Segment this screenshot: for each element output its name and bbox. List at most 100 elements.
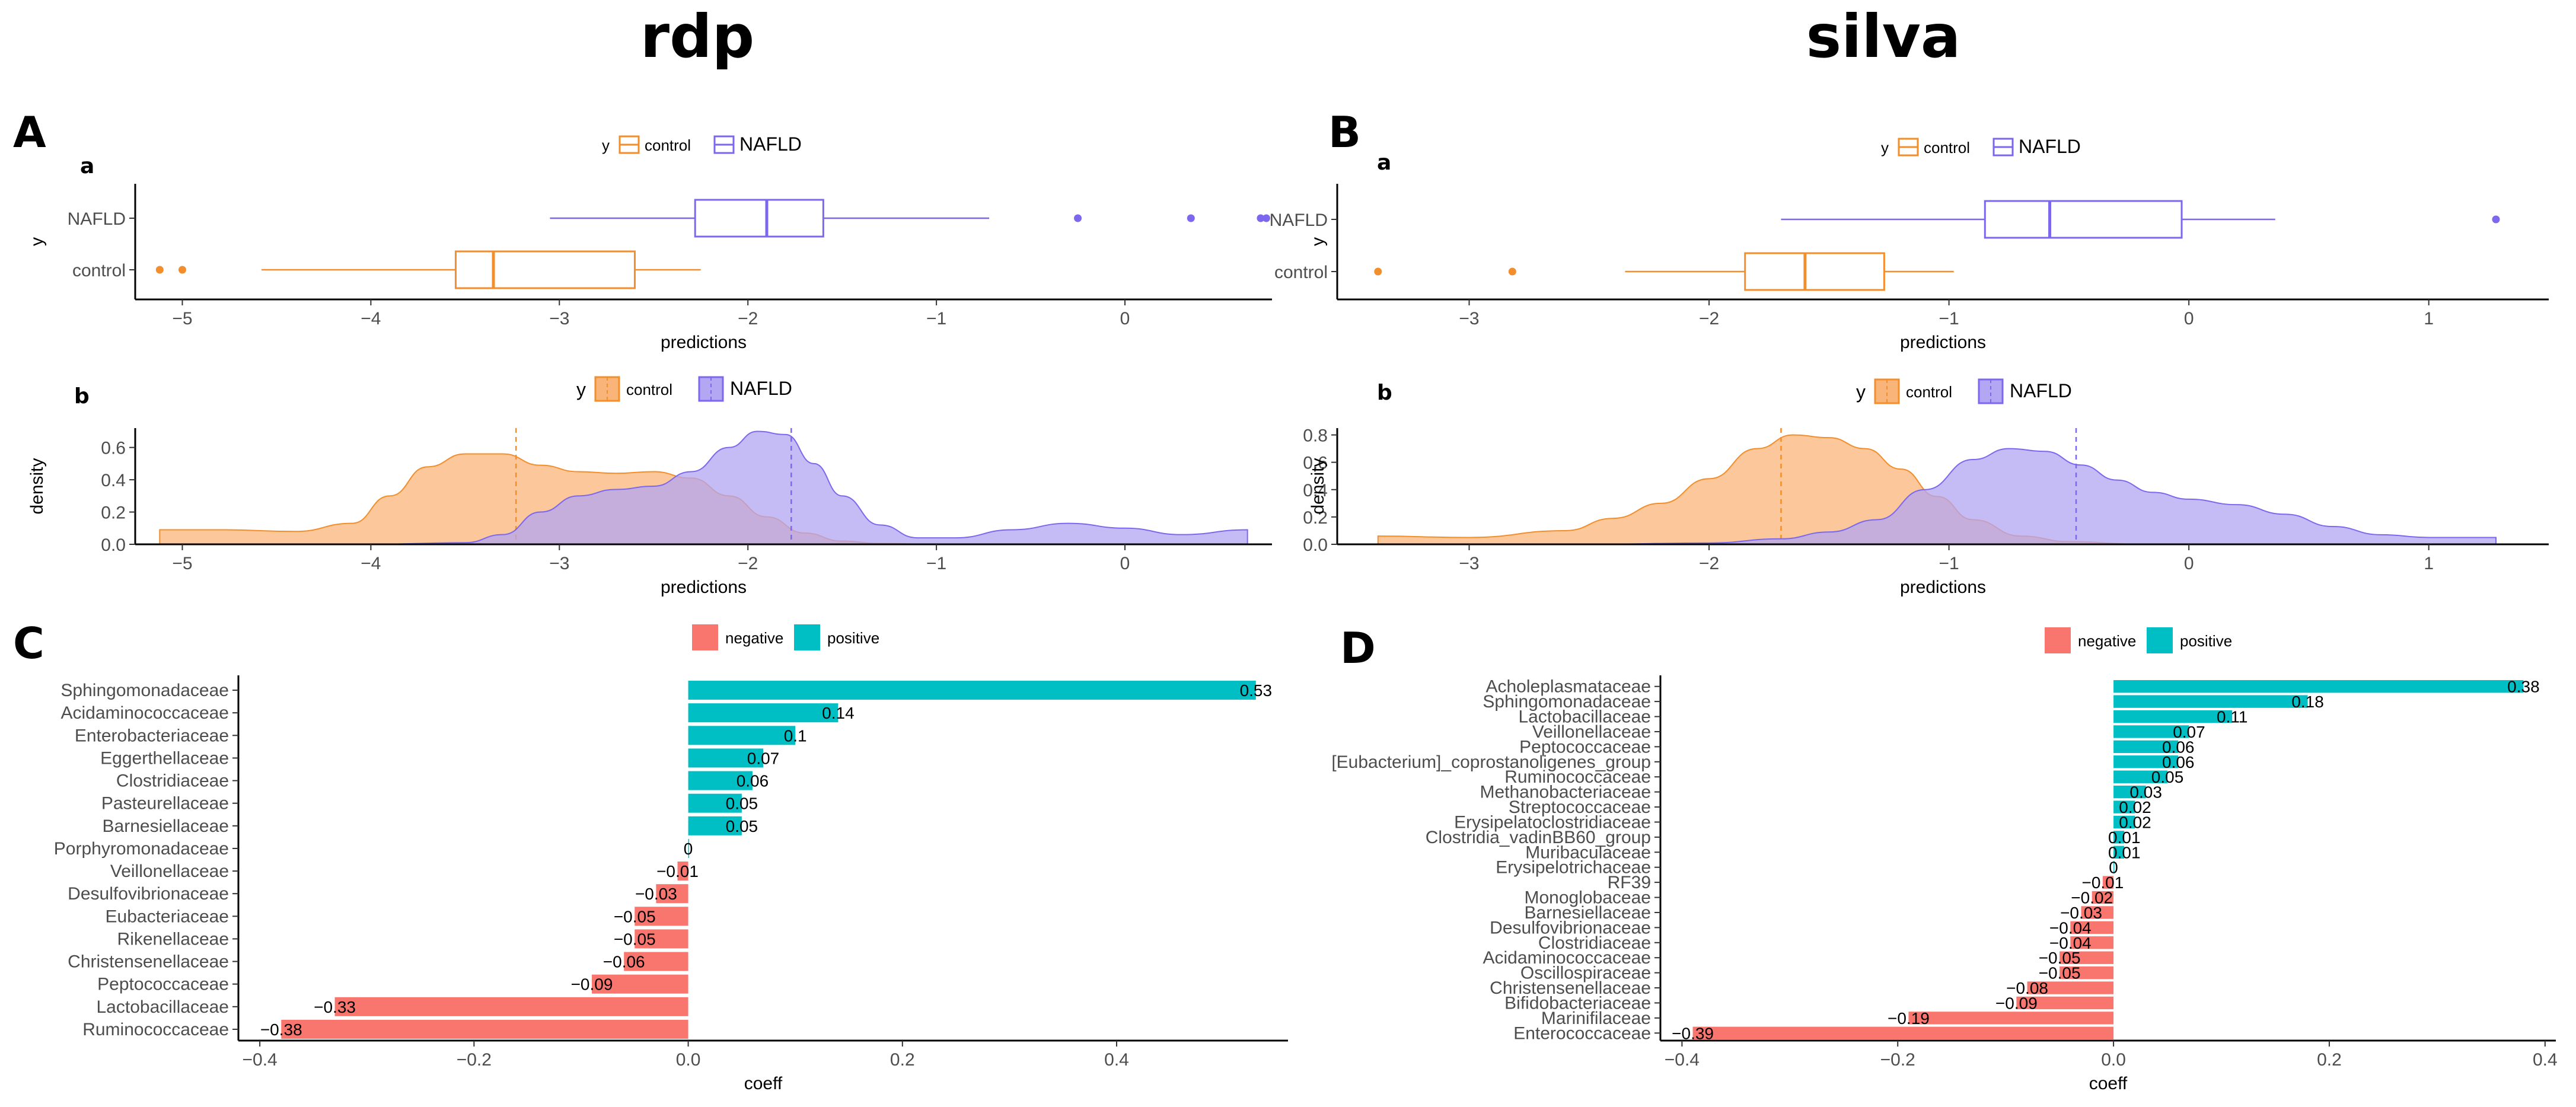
d-bar-bar <box>2113 710 2233 723</box>
c-bar-category-label: Eubacteriaceae <box>106 907 229 926</box>
d-bar-bar <box>2113 725 2189 738</box>
c-bar-category-label: Eggerthellaceae <box>100 748 229 768</box>
c-bar-bar <box>624 952 688 971</box>
d-bar-value-label: −0.02 <box>2071 889 2113 907</box>
b-box-legend-title: y <box>1881 139 1889 157</box>
b-box-y-axis-title: y <box>1308 237 1328 246</box>
d-bar-category-label: Peptococcaceae <box>1519 737 1651 757</box>
c-bar-value-label: 0.53 <box>1240 681 1273 700</box>
d-bar-category-label: Barnesiellaceae <box>1525 903 1651 923</box>
d-bar-x-tick-label: 0.2 <box>2317 1050 2342 1070</box>
b-box-legend-label-control: control <box>1924 139 1970 157</box>
b-dens-y-tick-label: 0.6 <box>1303 454 1328 473</box>
d-bar-category-label: Clostridiaceae <box>1538 933 1651 953</box>
c-bar-value-label: −0.05 <box>614 907 656 926</box>
d-bar-bar <box>2113 831 2125 844</box>
a-dens-x-tick-label: −1 <box>926 554 946 573</box>
c-bar-category-label: Barnesiellaceae <box>103 816 229 836</box>
a-dens-x-tick-label: −3 <box>549 554 569 573</box>
d-bar-value-label: −0.04 <box>2049 918 2092 937</box>
b-box-x-tick-label: 0 <box>2184 309 2194 328</box>
a-box-legend-label-control: control <box>645 136 691 154</box>
c-bar-category-label: Pasteurellaceae <box>101 794 229 813</box>
d-bar-bar <box>2113 695 2308 708</box>
b-box-x-tick-label: −3 <box>1459 309 1479 328</box>
d-bar-category-label: Acidaminococcaceae <box>1483 948 1652 968</box>
d-bar-legend-label-negative: negative <box>2078 632 2136 650</box>
d-bar-bar <box>2113 755 2179 768</box>
b-dens-x-tick-label: −1 <box>1939 554 1959 573</box>
b-box-x-tick-label: −1 <box>1939 309 1959 328</box>
b-dens-x-tick-label: 0 <box>2184 554 2194 573</box>
a-box-outlier-nafld <box>1074 214 1082 222</box>
a-dens-y-tick-label: 0.6 <box>101 439 126 458</box>
c-bar-x-axis-title: coeff <box>744 1074 783 1093</box>
a-dens-x-axis-title: predictions <box>661 578 747 597</box>
a-dens-y-tick-label: 0.4 <box>101 471 126 490</box>
d-bar-value-label: 0.01 <box>2108 828 2141 847</box>
b-dens-y-tick-label: 0.8 <box>1303 426 1328 446</box>
d-bar-bar <box>2070 921 2114 934</box>
a-dens-x-tick-label: 0 <box>1120 554 1130 573</box>
b-box-outlier-control <box>1374 267 1382 276</box>
a-dens-density-nafld <box>160 430 1248 545</box>
c-bar-bar <box>635 907 688 926</box>
c-bar-value-label: 0.05 <box>726 817 758 835</box>
c-bar-bar <box>688 838 690 858</box>
c-bar-category-label: Ruminococcaceae <box>82 1020 229 1039</box>
d-bar-category-label: Sphingomonadaceae <box>1483 692 1651 712</box>
a-dens-x-tick-label: −2 <box>738 554 758 573</box>
c-bar-value-label: −0.03 <box>635 885 677 903</box>
c-bar-value-label: 0.1 <box>784 726 807 745</box>
c-bar-value-label: 0 <box>684 840 693 858</box>
d-bar-category-label: Erysipelatoclostridiaceae <box>1454 812 1651 832</box>
a-box-x-tick-label: −3 <box>549 309 569 328</box>
a-dens-legend-title: y <box>576 379 586 400</box>
c-bar-value-label: −0.09 <box>571 975 613 994</box>
d-bar-value-label: −0.39 <box>1672 1024 1714 1042</box>
d-bar-category-label: Ruminococcaceae <box>1504 767 1651 787</box>
c-bar-bar <box>592 974 688 994</box>
a-box-outlier-control <box>178 266 186 274</box>
d-bar-bar <box>2070 936 2114 949</box>
sub-letter-b-left: b <box>74 384 90 409</box>
c-bar-value-label: 0.06 <box>737 772 769 790</box>
c-bar-value-label: −0.33 <box>314 998 356 1016</box>
c-bar-legend-key-negative <box>692 624 718 650</box>
b-dens-x-tick-label: −3 <box>1459 554 1479 573</box>
d-bar-bar <box>2113 785 2146 799</box>
d-bar-bar <box>2102 876 2114 889</box>
d-bar-bar <box>2081 906 2114 919</box>
d-bar-bar <box>1692 1026 2114 1039</box>
a-dens-legend-label-control: control <box>626 381 672 398</box>
d-bar-category-label: Marinifilaceae <box>1541 1009 1651 1028</box>
c-bar-category-label: Desulfovibrionaceae <box>68 884 229 904</box>
d-bar-bar <box>2113 770 2168 783</box>
b-dens-legend-label-control: control <box>1906 383 1952 401</box>
d-bar-bar <box>2113 740 2179 754</box>
c-bar-x-tick-label: 0.2 <box>890 1050 915 1070</box>
d-bar-value-label: −0.08 <box>2006 979 2048 997</box>
a-box-box-nafld <box>694 199 824 238</box>
d-bar-value-label: 0.01 <box>2108 843 2141 862</box>
d-bar-bar <box>2016 996 2114 1010</box>
d-bar-bar <box>2027 981 2114 994</box>
title-rdp: rdp <box>640 2 754 71</box>
b-box-outlier-control <box>1508 267 1516 276</box>
d-bar-value-label: −0.09 <box>1995 994 2038 1012</box>
panel-letter-c-upper: C <box>13 618 44 668</box>
b-dens-y-tick-label: 0.4 <box>1303 481 1328 500</box>
panel-letter-b-upper: B <box>1328 107 1361 157</box>
b-dens-x-axis-title: predictions <box>1900 578 1986 597</box>
d-bar-value-label: 0.05 <box>2151 768 2184 786</box>
sub-letter-a-right: a <box>1377 151 1391 175</box>
d-bar-x-axis-title: coeff <box>2089 1074 2128 1093</box>
c-bar-bar <box>688 816 742 835</box>
c-bar-x-tick-label: 0.0 <box>676 1050 701 1070</box>
d-bar-value-label: 0.03 <box>2129 783 2162 802</box>
d-bar-category-label: Erysipelotrichaceae <box>1496 858 1651 878</box>
b-box-legend-label-nafld: NAFLD <box>2019 136 2081 157</box>
c-bar-bar <box>688 793 742 813</box>
